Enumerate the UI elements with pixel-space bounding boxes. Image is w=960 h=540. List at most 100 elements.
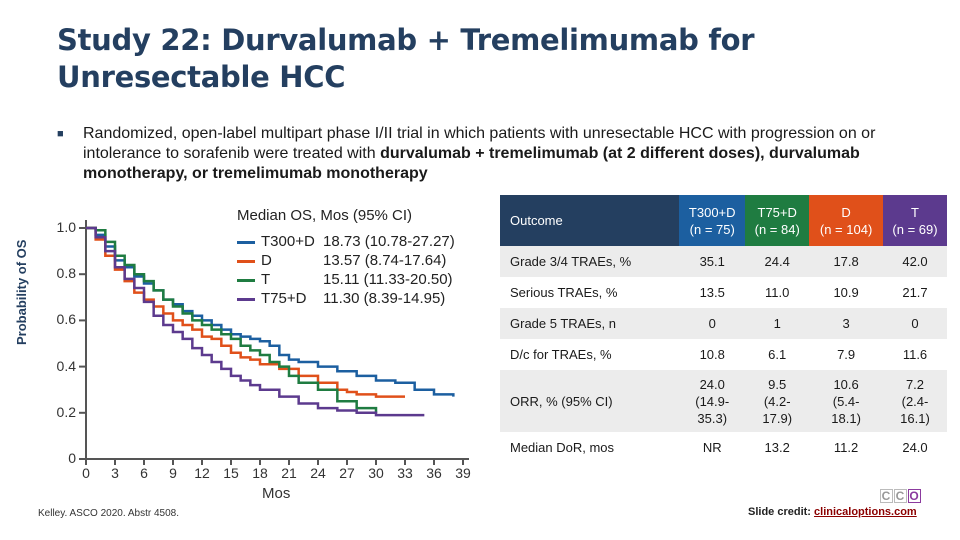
table-cell: 1: [745, 308, 810, 339]
y-tick-label: 0.6: [56, 311, 76, 328]
legend-entry: T300+D 18.73 (10.78-27.27): [237, 233, 455, 251]
slide-credit: Slide credit: clinicaloptions.com: [748, 506, 917, 518]
table-cell: 21.7: [883, 277, 947, 308]
table-cell-line: 35.1: [699, 254, 725, 269]
x-tick-label: 0: [82, 465, 90, 481]
row-label: Grade 5 TRAEs, n: [500, 308, 680, 339]
x-tick-label: 39: [455, 465, 471, 481]
table-cell-line: (14.9-: [695, 393, 730, 409]
legend-name: T75+D: [261, 290, 307, 307]
row-label: Median DoR, mos: [500, 432, 680, 463]
table-cell: 24.0 (14.9- 35.3): [679, 370, 746, 432]
square-bullet-icon: ■: [57, 128, 64, 140]
legend-swatch: [237, 278, 255, 282]
table-cell: NR: [679, 432, 746, 463]
x-tick-label: 21: [281, 465, 297, 481]
table-cell: 0: [679, 308, 746, 339]
table-cell-line: 24.4: [764, 254, 790, 269]
table-cell: 10.9: [809, 277, 883, 308]
header-t75d-line: (n = 84): [754, 221, 800, 237]
table-cell: 0: [883, 308, 947, 339]
table-cell-line: NR: [702, 440, 722, 455]
legend-swatch: [237, 297, 255, 301]
credit-link[interactable]: clinicaloptions.com: [814, 506, 917, 518]
table-row: Grade 3/4 TRAEs, % 35.1 24.4 17.8 42.0: [500, 246, 947, 277]
header-t75d-line: T75+D: [757, 204, 797, 220]
header-t300d-line: (n = 75): [689, 221, 735, 237]
row-label: Serious TRAEs, %: [500, 277, 680, 308]
table-cell-line: 10.9: [833, 285, 859, 300]
table-cell-line: 11.2: [833, 440, 859, 455]
legend-swatch: [237, 240, 255, 244]
logo-letter-c1: C: [880, 489, 893, 503]
table-cell: 7.2 (2.4- 16.1): [883, 370, 947, 432]
table-cell-line: 11.0: [765, 285, 790, 300]
y-tick-label: 0: [68, 450, 76, 466]
title-line-1: Study 22: Durvalumab + Tremelimumab for: [57, 23, 755, 57]
table-cell-line: 6.1: [768, 347, 787, 362]
table-cell-line: 11.6: [902, 347, 928, 362]
table-cell-line: 21.7: [902, 285, 928, 300]
table-cell: 10.8: [679, 339, 746, 370]
table-cell-line: (4.2-: [763, 393, 791, 409]
table-cell: 42.0: [883, 246, 947, 277]
title-line-2: Unresectable HCC: [57, 60, 346, 94]
header-t300d-line: T300+D: [688, 204, 736, 220]
bullet-text: Randomized, open-label multipart phase I…: [83, 124, 877, 184]
header-t300d: T300+D (n = 75): [679, 195, 746, 246]
table-row: Serious TRAEs, % 13.5 11.0 10.9 21.7: [500, 277, 947, 308]
table-cell: 3: [809, 308, 883, 339]
legend-value: 13.57 (8.74-17.64): [323, 252, 447, 269]
x-tick-label: 6: [140, 465, 148, 481]
y-tick-label: 1.0: [56, 219, 76, 235]
table-cell: 11.0: [745, 277, 810, 308]
table-row: Grade 5 TRAEs, n 0 1 3 0: [500, 308, 947, 339]
legend-value: 11.30 (8.39-14.95): [323, 290, 446, 307]
x-tick-label: 12: [194, 465, 210, 481]
table-cell: 6.1: [745, 339, 810, 370]
credit-label: Slide credit:: [748, 506, 815, 518]
table-cell-line: 17.9): [762, 410, 793, 426]
x-tick-label: 36: [426, 465, 442, 481]
legend-swatch: [237, 259, 255, 263]
citation: Kelley. ASCO 2020. Abstr 4508.: [38, 508, 180, 519]
x-tick-label: 27: [339, 465, 355, 481]
x-tick-label: 15: [223, 465, 239, 481]
legend-value: 18.73 (10.78-27.27): [323, 233, 455, 250]
table-cell: 13.2: [745, 432, 810, 463]
table-cell-line: (2.4-: [901, 393, 929, 409]
table-cell-line: 35.3): [697, 410, 728, 426]
table-cell-line: 10.8: [699, 347, 725, 362]
table-cell-line: 13.2: [764, 440, 790, 455]
legend-name: T300+D: [261, 233, 315, 250]
header-t-line: T: [911, 204, 919, 220]
legend-entry: T 15.11 (11.33-20.50): [237, 271, 453, 289]
table-cell: 10.6 (5.4- 18.1): [809, 370, 883, 432]
table-cell-line: 24.0: [902, 440, 928, 455]
table-cell-line: 16.1): [900, 410, 930, 426]
table-cell-line: 7.9: [837, 347, 856, 362]
table-cell: 17.8: [809, 246, 883, 277]
logo-letter-o: O: [908, 489, 921, 503]
x-tick-label: 18: [252, 465, 268, 481]
legend-value: 15.11 (11.33-20.50): [323, 271, 453, 288]
header-d-line: (n = 104): [819, 221, 873, 237]
header-d: D (n = 104): [809, 195, 883, 246]
table-cell-line: 0: [708, 316, 716, 331]
table-cell-line: 18.1): [831, 410, 861, 426]
bullet-text-bold: durvalumab + tremelimumab (at 2 differen…: [83, 145, 860, 182]
table-cell: 13.5: [679, 277, 746, 308]
table-cell-line: 7.2: [905, 376, 925, 392]
table-cell: 24.0: [883, 432, 947, 463]
table-row: ORR, % (95% CI) 24.0 (14.9- 35.3) 9.5 (4.2- 17…: [500, 370, 947, 432]
legend-name: D: [261, 252, 272, 269]
y-tick-label: 0.2: [56, 403, 76, 420]
row-label: D/c for TRAEs, %: [500, 339, 680, 370]
slide-title: Study 22: Durvalumab + Tremelimumab for …: [57, 22, 755, 96]
table-cell-line: 10.6: [833, 376, 859, 392]
table-cell-line: 9.5: [768, 376, 787, 392]
table-header-row: Outcome T300+D (n = 75) T75+D (n = 84) D (n…: [500, 195, 947, 246]
legend-name: T: [261, 271, 271, 288]
header-t: T (n = 69): [883, 195, 947, 246]
